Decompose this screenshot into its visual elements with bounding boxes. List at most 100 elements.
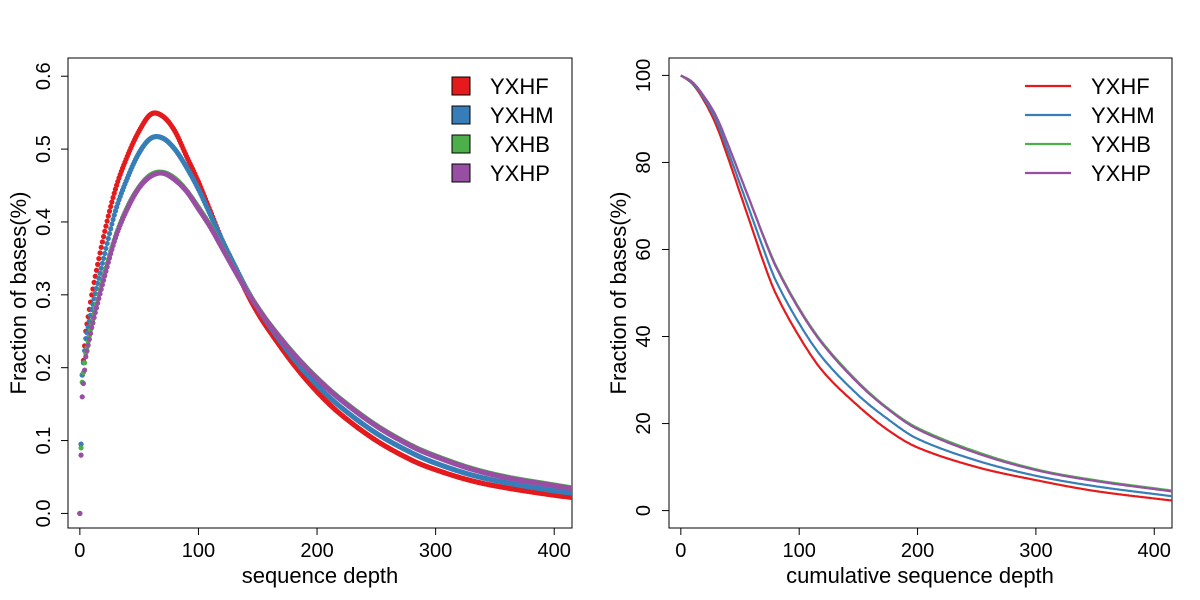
point-yxhb (82, 360, 88, 366)
left-y-tick-label: 0.4 (33, 208, 55, 236)
right-y-axis-label: Fraction of bases(%) (606, 192, 631, 395)
right-y-tick-label: 80 (633, 151, 655, 173)
point-yxhp (82, 367, 88, 373)
left-y-tick-label: 0.0 (33, 500, 55, 528)
legend-label-yxhp: YXHP (1091, 161, 1151, 186)
point-yxhf (95, 261, 101, 267)
point-yxhf (99, 239, 105, 245)
point-yxhb (78, 445, 84, 451)
right-y-tick-label: 0 (633, 505, 655, 516)
point-yxhp (99, 282, 105, 288)
point-yxhp (78, 452, 84, 458)
point-yxhm (78, 441, 84, 447)
right-x-tick-label: 0 (675, 540, 686, 562)
right-y-tick-label: 100 (633, 59, 655, 92)
left-x-tick-label: 300 (419, 540, 452, 562)
point-yxhf (111, 190, 117, 196)
legend-label-yxhb: YXHB (1091, 132, 1151, 157)
left-y-axis-label: Fraction of bases(%) (6, 192, 31, 395)
legend-label-yxhp: YXHP (490, 161, 550, 186)
point-yxhf (109, 199, 115, 205)
point-yxhm (104, 240, 110, 247)
point-yxhp (77, 510, 83, 517)
left-y-tick-label: 0.2 (33, 354, 55, 382)
left-x-axis-label: sequence depth (242, 563, 399, 588)
point-yxhm (99, 260, 105, 266)
point-yxhm (112, 208, 119, 214)
point-yxhf (100, 233, 107, 240)
right-x-tick-label: 100 (783, 540, 816, 562)
point-yxhm (97, 270, 103, 276)
point-yxhm (109, 221, 115, 227)
legend-label-yxhf: YXHF (490, 74, 549, 99)
right-x-tick-label: 200 (901, 540, 934, 562)
line-yxhf (680, 74, 1172, 502)
left-x-tick-label: 100 (182, 540, 215, 562)
point-yxhp (92, 310, 98, 316)
point-yxhm (111, 212, 117, 218)
left-y-tick-label: 0.3 (33, 281, 55, 309)
right-y-tick-label: 20 (633, 412, 655, 434)
left-y-tick-label: 0.1 (33, 427, 55, 455)
point-yxhp (100, 277, 107, 283)
series-yxhb-points (77, 169, 572, 517)
line-yxhp (680, 74, 1172, 493)
point-yxhp (80, 380, 87, 387)
left-scatter-points (77, 110, 572, 517)
line-yxhm (680, 74, 1172, 498)
right-x-tick-label: 300 (1019, 540, 1052, 562)
point-yxhp (93, 305, 100, 311)
point-yxhm (105, 235, 111, 242)
point-yxhp (569, 486, 572, 492)
point-yxhm (98, 265, 104, 271)
right-y-tick-label: 60 (633, 238, 655, 260)
right-x-axis-label: cumulative sequence depth (786, 563, 1054, 588)
point-yxhf (98, 244, 104, 250)
point-yxhp (96, 295, 102, 302)
point-yxhp (97, 291, 103, 297)
series-yxhp-points (77, 170, 572, 517)
point-yxhf (93, 267, 100, 273)
left-y-tick-label: 0.6 (33, 62, 55, 90)
legend-label-yxhf: YXHF (1091, 74, 1150, 99)
point-yxhf (97, 250, 103, 256)
left-panel-depth-distribution: 0 100 200 300 400 0.0 0.1 0.2 0.3 0.4 0.5 0.6 seque… (6, 57, 573, 588)
left-x-tick-label: 200 (300, 540, 333, 562)
point-yxhm (106, 230, 113, 237)
left-x-tick-label: 0 (74, 540, 85, 562)
point-yxhp (98, 286, 104, 292)
point-yxhm (100, 255, 107, 261)
point-yxhm (569, 490, 572, 496)
point-yxhp (90, 320, 96, 326)
right-axis-ticks: 0 100 200 300 400 0 20 40 60 80 100 (633, 59, 1171, 562)
point-yxhp (89, 325, 95, 331)
point-yxhp (87, 330, 94, 337)
point-yxhm (108, 226, 114, 232)
right-plot-frame (668, 57, 1173, 529)
point-yxhp (108, 251, 114, 257)
left-y-tick-label: 0.5 (33, 135, 55, 163)
point-yxhp (106, 255, 113, 261)
legend-label-yxhm: YXHM (490, 103, 554, 128)
point-yxhf (108, 203, 114, 210)
point-yxhf (112, 186, 119, 192)
point-yxhm (103, 245, 109, 252)
point-yxhp (85, 342, 91, 348)
point-yxhm (102, 250, 108, 257)
right-legend: YXHF YXHM YXHB YXHP (1025, 74, 1155, 186)
point-yxhf (106, 208, 113, 214)
point-yxhp (79, 394, 85, 400)
legend-label-yxhm: YXHM (1091, 103, 1155, 128)
right-line-series (680, 74, 1172, 502)
left-plot-frame (67, 57, 573, 529)
right-y-tick-label: 40 (633, 325, 655, 347)
legend-swatch-yxhf (451, 76, 471, 96)
left-legend: YXHF YXHM YXHB YXHP (451, 74, 554, 186)
point-yxhf (96, 255, 102, 262)
series-yxhm-points (77, 133, 572, 517)
right-x-tick-label: 400 (1138, 540, 1171, 562)
point-yxhp (83, 354, 89, 360)
point-yxhp (102, 273, 108, 279)
left-x-tick-label: 400 (538, 540, 571, 562)
